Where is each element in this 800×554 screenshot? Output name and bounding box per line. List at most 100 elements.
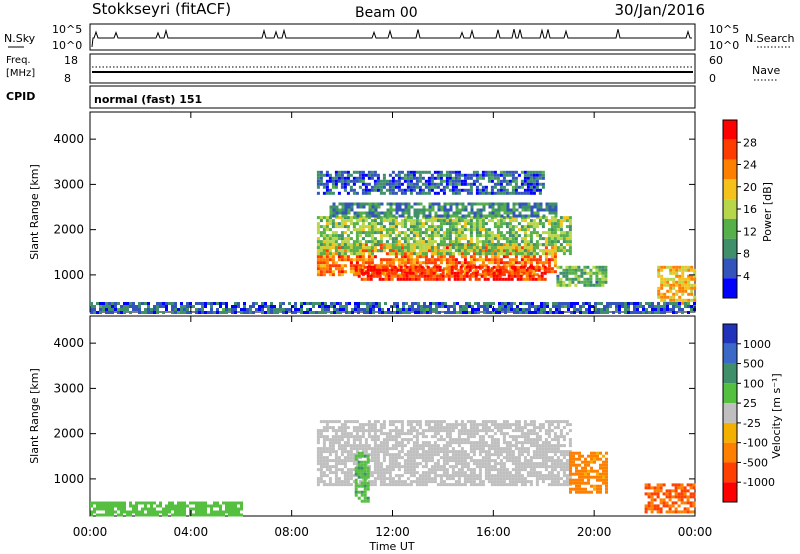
heatmap-cell <box>105 305 108 308</box>
heatmap-cell <box>559 483 563 487</box>
heatmap-cell <box>542 214 546 218</box>
heatmap-cell <box>430 456 434 460</box>
heatmap-cell <box>433 170 437 174</box>
heatmap-cell <box>505 231 509 235</box>
heatmap-cell <box>391 170 395 174</box>
heatmap-cell <box>475 243 479 247</box>
heatmap-cell <box>532 438 536 442</box>
heatmap-cell <box>388 474 392 478</box>
heatmap-cell <box>579 308 582 311</box>
heatmap-cell <box>300 311 303 314</box>
heatmap-cell <box>418 444 422 448</box>
heatmap-cell <box>418 176 422 180</box>
freq-label-line2: [MHz] <box>6 68 35 79</box>
heatmap-cell <box>501 308 504 311</box>
heatmap-cell <box>319 261 323 265</box>
heatmap-cell <box>409 459 413 463</box>
heatmap-cell <box>421 188 425 192</box>
heatmap-cell <box>550 450 554 454</box>
heatmap-cell <box>451 231 455 235</box>
heatmap-cell <box>495 277 499 281</box>
heatmap-cell <box>445 170 449 174</box>
heatmap-cell <box>433 441 437 445</box>
heatmap-cell <box>424 252 428 256</box>
heatmap-cell <box>496 453 500 457</box>
heatmap-cell <box>418 423 422 427</box>
heatmap-cell <box>424 261 428 265</box>
heatmap-cell <box>454 191 458 195</box>
heatmap-cell <box>492 302 495 305</box>
heatmap-cell <box>537 274 541 278</box>
heatmap-cell <box>375 271 379 275</box>
heatmap-cell <box>484 441 488 445</box>
heatmap-cell <box>589 268 593 272</box>
heatmap-cell <box>415 243 419 247</box>
heatmap-cell <box>528 311 531 314</box>
heatmap-cell <box>456 302 459 305</box>
heatmap-cell <box>517 474 521 478</box>
heatmap-cell <box>448 234 452 238</box>
heatmap-cell <box>657 265 661 269</box>
heatmap-cell <box>541 456 545 460</box>
heatmap-cell <box>517 441 521 445</box>
heatmap-cell <box>666 265 670 269</box>
heatmap-cell <box>90 513 93 517</box>
heatmap-cell <box>452 211 456 215</box>
heatmap-cell <box>553 222 557 226</box>
heatmap-cell <box>499 474 503 478</box>
heatmap-cell <box>370 234 374 238</box>
heatmap-cell <box>343 216 347 220</box>
heatmap-cell <box>435 274 439 278</box>
heatmap-cell <box>418 185 422 189</box>
heatmap-cell <box>412 450 416 454</box>
heatmap-cell <box>367 261 371 265</box>
heatmap-cell <box>346 426 350 430</box>
heatmap-cell <box>243 308 246 311</box>
heatmap-cell <box>300 302 303 305</box>
heatmap-cell <box>481 191 485 195</box>
heatmap-cell <box>511 170 515 174</box>
heatmap-cell <box>484 456 488 460</box>
heatmap-cell <box>397 450 401 454</box>
heatmap-cell <box>660 305 663 308</box>
heatmap-cell <box>466 173 470 177</box>
heatmap-cell <box>514 219 518 223</box>
heatmap-cell <box>595 268 599 272</box>
heatmap-cell <box>460 426 464 430</box>
heatmap-cell <box>447 271 451 275</box>
heatmap-cell <box>520 441 524 445</box>
heatmap-cell <box>427 426 431 430</box>
heatmap-cell <box>442 258 446 262</box>
heatmap-cell <box>587 463 590 467</box>
heatmap-cell <box>451 179 455 183</box>
heatmap-cell <box>448 261 452 265</box>
heatmap-cell <box>689 486 693 490</box>
heatmap-cell <box>538 465 542 469</box>
heatmap-cell <box>538 462 542 466</box>
heatmap-cell <box>520 170 524 174</box>
heatmap-cell <box>337 441 341 445</box>
heatmap-cell <box>529 432 533 436</box>
heatmap-cell <box>376 179 380 183</box>
heatmap-cell <box>234 302 237 305</box>
heatmap-cell <box>559 243 563 247</box>
heatmap-cell <box>477 265 481 269</box>
heatmap-cell <box>602 475 605 479</box>
heatmap-cell <box>589 271 593 275</box>
heatmap-cell <box>562 283 566 287</box>
heatmap-cell <box>469 477 473 481</box>
heatmap-cell <box>132 308 135 311</box>
heatmap-cell <box>153 311 156 314</box>
heatmap-cell <box>529 249 533 253</box>
heatmap-cell <box>325 255 329 259</box>
heatmap-cell <box>415 438 419 442</box>
heatmap-cell <box>445 453 449 457</box>
heatmap-cell <box>356 214 360 218</box>
heatmap-cell <box>571 280 575 284</box>
heatmap-cell <box>397 444 401 448</box>
heatmap-cell <box>370 170 374 174</box>
heatmap-cell <box>415 246 419 250</box>
heatmap-cell <box>328 243 332 247</box>
heatmap-cell <box>343 176 347 180</box>
heatmap-cell <box>379 191 383 195</box>
